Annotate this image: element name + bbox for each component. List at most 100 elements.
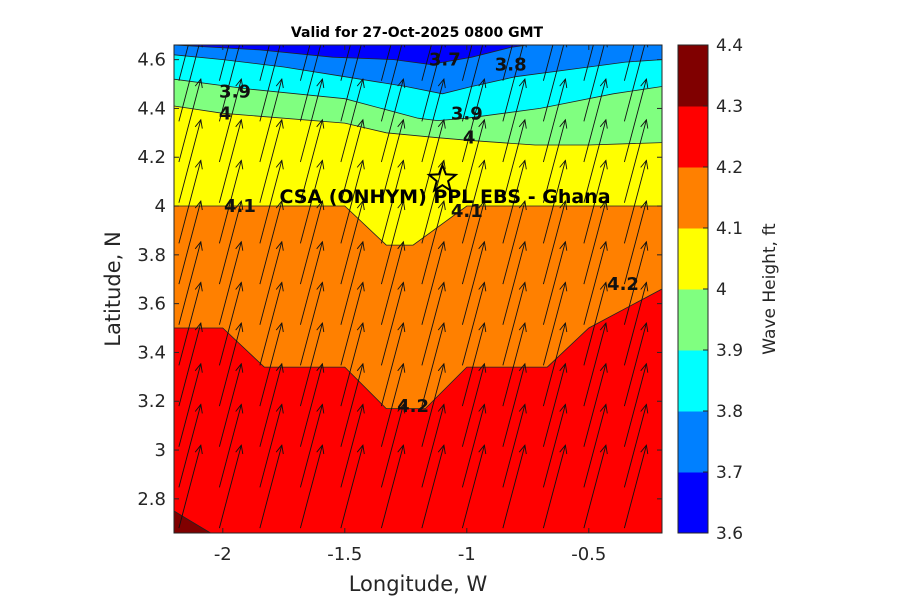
wave-arrow <box>583 281 608 366</box>
colorbar-tick-label: 4.3 <box>716 97 743 117</box>
colorbar-segment <box>678 167 708 229</box>
wave-arrow <box>299 118 325 203</box>
chart-title: Valid for 27-Oct-2025 0800 GMT <box>291 25 544 41</box>
wave-arrow <box>421 159 446 244</box>
wave-arrow <box>178 78 203 163</box>
y-tick-label: 4.2 <box>137 147 166 168</box>
wave-arrow <box>259 281 284 366</box>
wave-arrow <box>623 403 649 488</box>
wave-arrow <box>461 281 487 366</box>
colorbar-tick-label: 4.1 <box>716 219 743 239</box>
wave-arrow <box>421 362 446 447</box>
wave-arrow <box>340 78 365 163</box>
contour-label: 3.9 <box>451 103 483 124</box>
wave-arrow <box>421 200 446 285</box>
contour-band-4.3 <box>174 511 211 533</box>
wave-arrow <box>178 118 203 203</box>
wave-arrow <box>583 45 608 122</box>
wave-arrow <box>218 200 244 285</box>
contour-label: 4.1 <box>224 196 256 217</box>
wave-arrow <box>178 444 203 529</box>
wave-arrow <box>340 200 365 285</box>
wave-arrow <box>583 118 608 203</box>
contour-line-4.3 <box>174 510 211 533</box>
wave-arrow <box>380 444 406 529</box>
wave-arrow <box>421 45 432 81</box>
wave-arrow <box>623 281 649 366</box>
wave-arrow <box>461 403 487 488</box>
wave-arrow <box>259 322 284 407</box>
wave-arrow <box>502 362 527 447</box>
contour-label: 3.7 <box>429 50 461 71</box>
y-tick-label: 2.8 <box>137 489 166 510</box>
wave-arrow <box>583 444 608 529</box>
wave-arrow <box>623 200 649 285</box>
wave-arrow <box>542 322 568 407</box>
wave-arrow <box>340 240 365 325</box>
wave-arrow <box>583 362 608 447</box>
wave-arrow <box>299 322 325 407</box>
wave-arrow <box>340 281 365 366</box>
wave-arrow <box>218 45 230 81</box>
x-tick-label: -2 <box>214 544 232 565</box>
wave-arrow <box>502 78 527 163</box>
wave-arrow <box>542 118 568 203</box>
y-tick-label: 4.4 <box>137 98 166 119</box>
colorbar-segment <box>678 350 708 412</box>
colorbar-tick-label: 4 <box>716 280 727 300</box>
wave-arrow <box>259 362 284 447</box>
wave-arrow <box>299 240 325 325</box>
wave-arrow <box>542 281 568 366</box>
wave-arrow <box>380 240 406 325</box>
wave-arrow <box>461 78 487 163</box>
colorbar-segment <box>678 106 708 168</box>
contour-label: 4 <box>463 128 476 149</box>
site-label: CSA (ONHYM) PPL EBS - Ghana <box>279 186 610 208</box>
wave-arrow <box>421 240 446 325</box>
wave-arrow <box>340 45 351 81</box>
wave-arrow <box>421 403 446 488</box>
wave-direction-arrows <box>178 45 649 529</box>
wave-arrow <box>299 281 325 366</box>
y-tick-label: 3.8 <box>137 245 166 266</box>
wave-arrow <box>380 45 406 122</box>
wave-arrow <box>623 45 635 81</box>
wave-arrow <box>380 159 406 244</box>
colorbar-segment <box>678 411 708 473</box>
plot-frame <box>173 44 663 534</box>
wave-arrow <box>178 240 203 325</box>
contour-label: 3.9 <box>219 81 251 102</box>
wave-arrow <box>623 159 649 244</box>
colorbar-segment <box>678 472 708 534</box>
wave-arrow <box>259 403 284 488</box>
wave-arrow <box>340 159 365 244</box>
wave-arrow <box>542 159 568 244</box>
wave-arrow <box>623 118 649 203</box>
contour-label: 4.2 <box>607 274 639 295</box>
wave-arrow <box>583 322 608 407</box>
colorbar-tick-label: 3.6 <box>716 524 743 544</box>
wave-arrow <box>299 444 325 529</box>
wave-arrow <box>461 200 487 285</box>
contour-line-4 <box>174 105 662 146</box>
wave-arrow <box>380 322 406 407</box>
wave-arrow <box>178 322 203 407</box>
wave-arrow <box>259 444 284 529</box>
wave-arrow <box>299 159 325 244</box>
wave-arrow <box>421 322 446 407</box>
contour-line-4.2 <box>174 288 662 410</box>
wave-arrow <box>340 322 365 407</box>
wave-arrow <box>218 78 244 163</box>
y-tick-label: 3.6 <box>137 294 166 315</box>
wave-arrow <box>299 45 311 81</box>
wave-arrow <box>259 45 284 122</box>
wave-arrow <box>218 362 244 447</box>
wave-arrow <box>340 444 365 529</box>
wave-arrow <box>542 403 568 488</box>
wave-arrow <box>178 200 203 285</box>
wave-arrow <box>502 444 527 529</box>
wave-arrow <box>218 118 244 203</box>
wave-arrow <box>542 45 568 122</box>
wave-arrow <box>340 45 365 122</box>
